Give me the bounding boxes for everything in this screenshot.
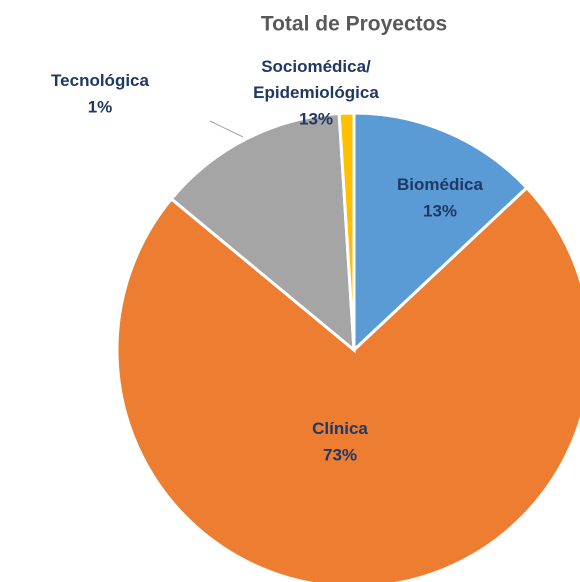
chart-title: Total de Proyectos — [261, 13, 447, 36]
leader-line — [209, 120, 244, 138]
slices — [115, 111, 580, 582]
pie-slice — [337, 111, 356, 351]
pie-slice — [352, 111, 529, 354]
value-label: 1% — [88, 97, 113, 116]
category-label: Biomédica — [397, 175, 484, 194]
category-label: Sociomédica/Epidemiológica — [253, 57, 379, 102]
value-label: 73% — [323, 445, 357, 464]
value-label: 13% — [423, 201, 457, 220]
category-label: Tecnológica — [51, 71, 149, 90]
pie-slice — [115, 185, 580, 582]
pie-slice — [169, 111, 356, 354]
value-label: 13% — [299, 109, 333, 128]
category-label: Clínica — [312, 419, 368, 438]
